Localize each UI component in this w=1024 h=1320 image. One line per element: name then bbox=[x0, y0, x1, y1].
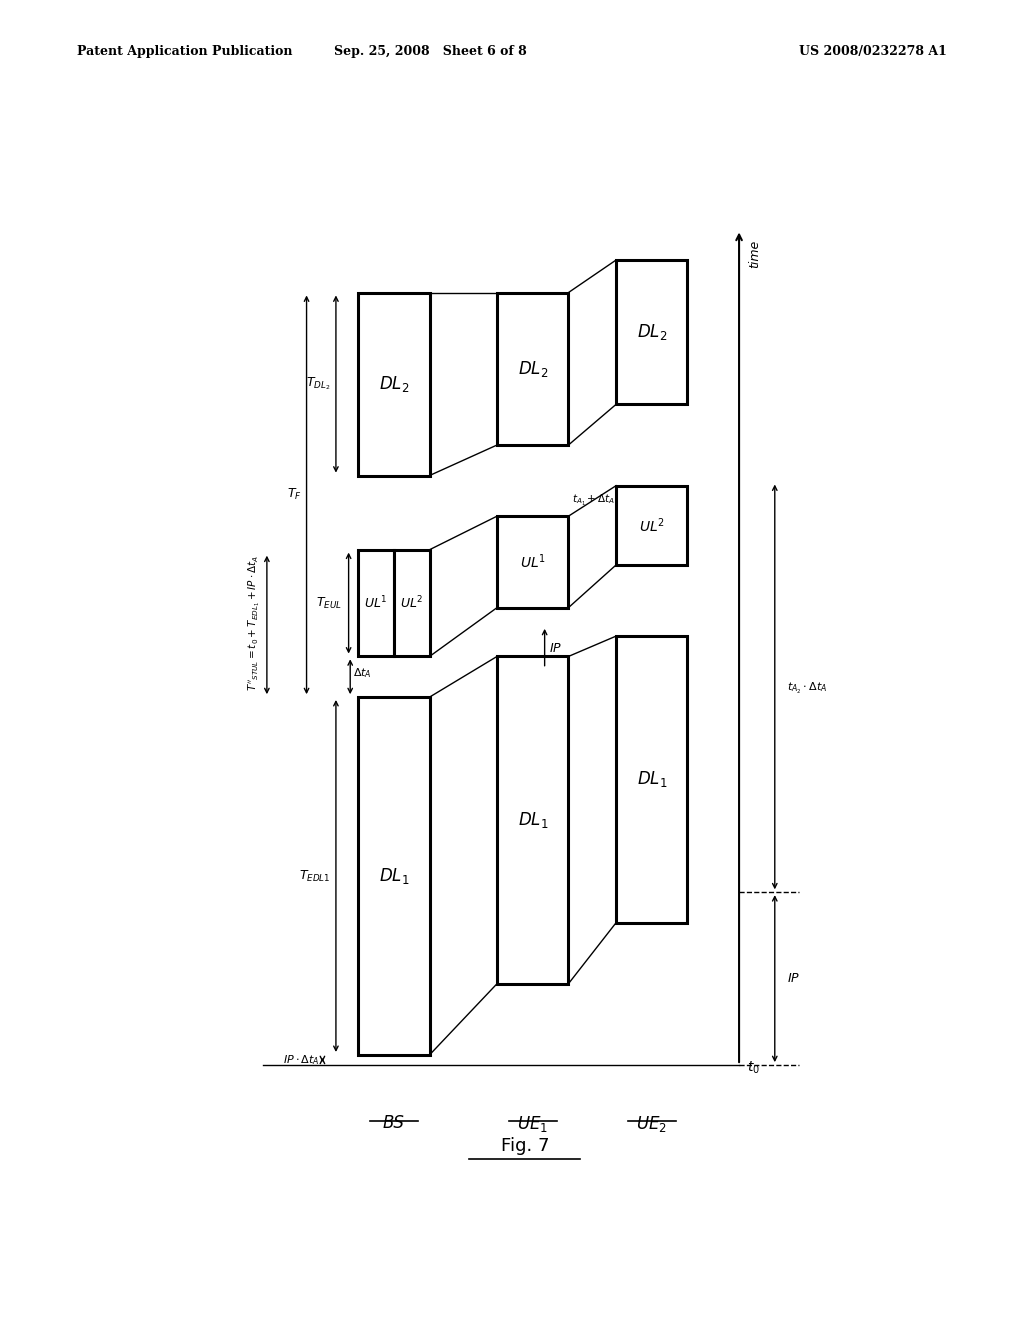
Text: Sep. 25, 2008   Sheet 6 of 8: Sep. 25, 2008 Sheet 6 of 8 bbox=[334, 45, 526, 58]
Text: $T_{EDL1}$: $T_{EDL1}$ bbox=[299, 869, 331, 883]
FancyBboxPatch shape bbox=[358, 697, 430, 1055]
FancyBboxPatch shape bbox=[394, 549, 430, 656]
Text: $T_{DL_2}$: $T_{DL_2}$ bbox=[306, 376, 331, 392]
Text: $UL^1$: $UL^1$ bbox=[520, 553, 546, 572]
Text: $t_{A_1}+\Delta t_A$: $t_{A_1}+\Delta t_A$ bbox=[571, 492, 614, 508]
Text: $UL^2$: $UL^2$ bbox=[639, 516, 665, 535]
Text: $UE_2$: $UE_2$ bbox=[636, 1114, 668, 1134]
Text: Fig. 7: Fig. 7 bbox=[501, 1138, 549, 1155]
FancyBboxPatch shape bbox=[358, 293, 430, 475]
Text: $t_{A_2}\cdot\Delta t_A$: $t_{A_2}\cdot\Delta t_A$ bbox=[786, 681, 827, 697]
Text: $DL_1$: $DL_1$ bbox=[379, 866, 409, 886]
Text: $T''_{STUL} = t_0 + T_{EDL_1} + IP\cdot\Delta t_A$: $T''_{STUL} = t_0 + T_{EDL_1} + IP\cdot\… bbox=[247, 556, 262, 692]
Text: $\Delta t_A$: $\Delta t_A$ bbox=[352, 665, 372, 680]
Text: $UL^2$: $UL^2$ bbox=[400, 595, 424, 611]
Text: $T_F$: $T_F$ bbox=[287, 487, 302, 503]
FancyBboxPatch shape bbox=[497, 516, 568, 607]
Text: $IP$: $IP$ bbox=[786, 972, 800, 985]
FancyBboxPatch shape bbox=[497, 656, 568, 983]
Text: BS: BS bbox=[383, 1114, 404, 1131]
FancyBboxPatch shape bbox=[358, 549, 394, 656]
Text: $UL^1$: $UL^1$ bbox=[365, 595, 388, 611]
Text: Patent Application Publication: Patent Application Publication bbox=[77, 45, 292, 58]
Text: $DL_2$: $DL_2$ bbox=[517, 359, 548, 379]
Text: $IP\cdot\Delta t_A$: $IP\cdot\Delta t_A$ bbox=[283, 1053, 319, 1067]
Text: $T_{EUL}$: $T_{EUL}$ bbox=[316, 595, 342, 611]
Text: $DL_1$: $DL_1$ bbox=[517, 810, 548, 830]
Text: $DL_1$: $DL_1$ bbox=[637, 770, 667, 789]
FancyBboxPatch shape bbox=[616, 486, 687, 565]
FancyBboxPatch shape bbox=[616, 260, 687, 404]
Text: US 2008/0232278 A1: US 2008/0232278 A1 bbox=[800, 45, 947, 58]
Text: $t_0$: $t_0$ bbox=[748, 1060, 760, 1076]
FancyBboxPatch shape bbox=[616, 636, 687, 923]
FancyBboxPatch shape bbox=[497, 293, 568, 445]
Text: $IP$: $IP$ bbox=[550, 642, 562, 655]
Text: $DL_2$: $DL_2$ bbox=[637, 322, 667, 342]
Text: $UE_1$: $UE_1$ bbox=[517, 1114, 548, 1134]
Text: time: time bbox=[749, 240, 762, 268]
Text: $DL_2$: $DL_2$ bbox=[379, 374, 409, 395]
